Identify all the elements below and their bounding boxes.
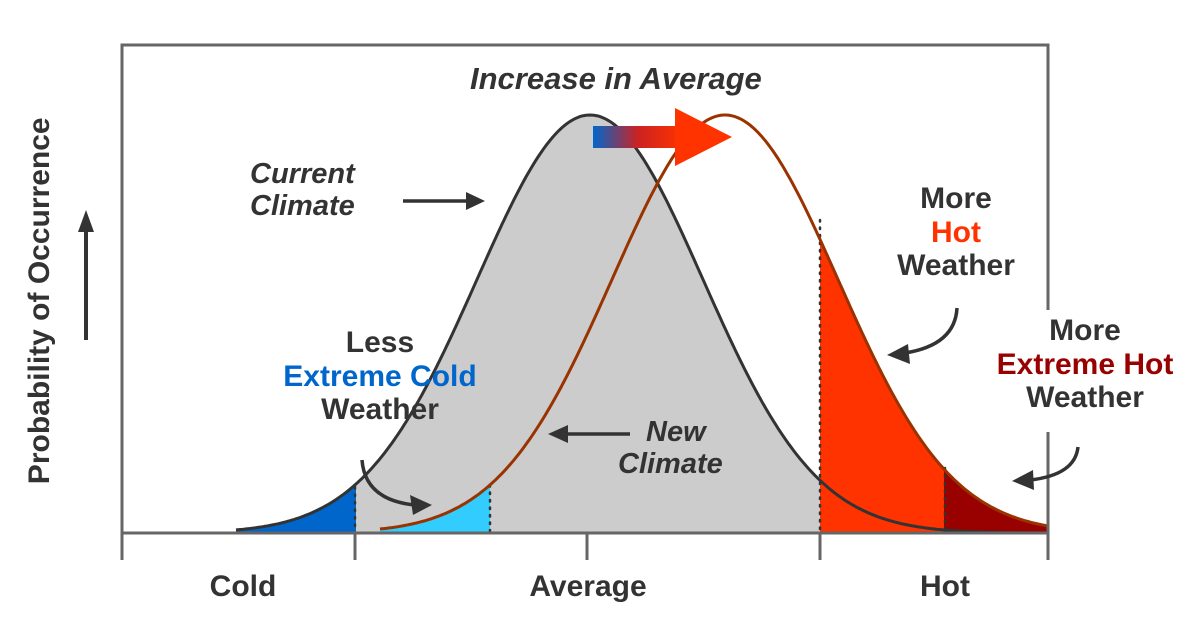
more-extreme-hot-line2: Extreme Hot: [996, 347, 1174, 381]
current-climate-area: [236, 115, 1048, 533]
more-hot-line1: More: [920, 182, 992, 215]
more-extreme-hot-area: [944, 469, 1048, 533]
current-climate-label: Current Climate: [250, 158, 355, 223]
new-climate-curve: [379, 113, 1049, 531]
y-axis-arrow: [78, 210, 94, 340]
x-label-average: Average: [529, 570, 647, 603]
y-axis-label: Probability of Occurrence: [23, 117, 57, 485]
more-extreme-hot-line3: Weather: [1026, 381, 1144, 415]
less-cold-label: Less Extreme Cold Weather: [230, 326, 530, 427]
more-extreme-hot-label: More Extreme Hot Weather: [970, 314, 1200, 415]
new-climate-label: New Climate: [618, 416, 723, 481]
pointer-arrows: [360, 199, 1080, 507]
new-climate-line2: Climate: [618, 448, 723, 481]
extreme-cold-area: [236, 484, 356, 533]
threshold-lines: [353, 218, 947, 534]
less-cold-line1: Less: [345, 326, 415, 359]
x-label-hot: Hot: [920, 570, 970, 603]
current-climate-line2: Climate: [250, 190, 355, 223]
more-extreme-hot-line1: More: [1049, 314, 1121, 347]
more-hot-label: More Hot Weather: [876, 182, 1036, 283]
less-cold-line3: Weather: [321, 393, 439, 427]
frame: [120, 43, 1050, 560]
less-cold-line2: Extreme Cold: [283, 359, 477, 393]
shift-arrow: [593, 108, 732, 166]
more-hot-line3: Weather: [897, 249, 1015, 283]
new-climate-line1: New: [646, 416, 706, 448]
current-climate-curve: [235, 113, 1048, 535]
more-hot-line2: Hot: [931, 215, 981, 249]
increase-in-average-title: Increase in Average: [470, 61, 762, 96]
current-climate-line1: Current: [250, 158, 355, 190]
less-extreme-cold-area: [380, 484, 490, 533]
x-label-cold: Cold: [209, 570, 277, 603]
arrow-heads: [410, 192, 1034, 515]
